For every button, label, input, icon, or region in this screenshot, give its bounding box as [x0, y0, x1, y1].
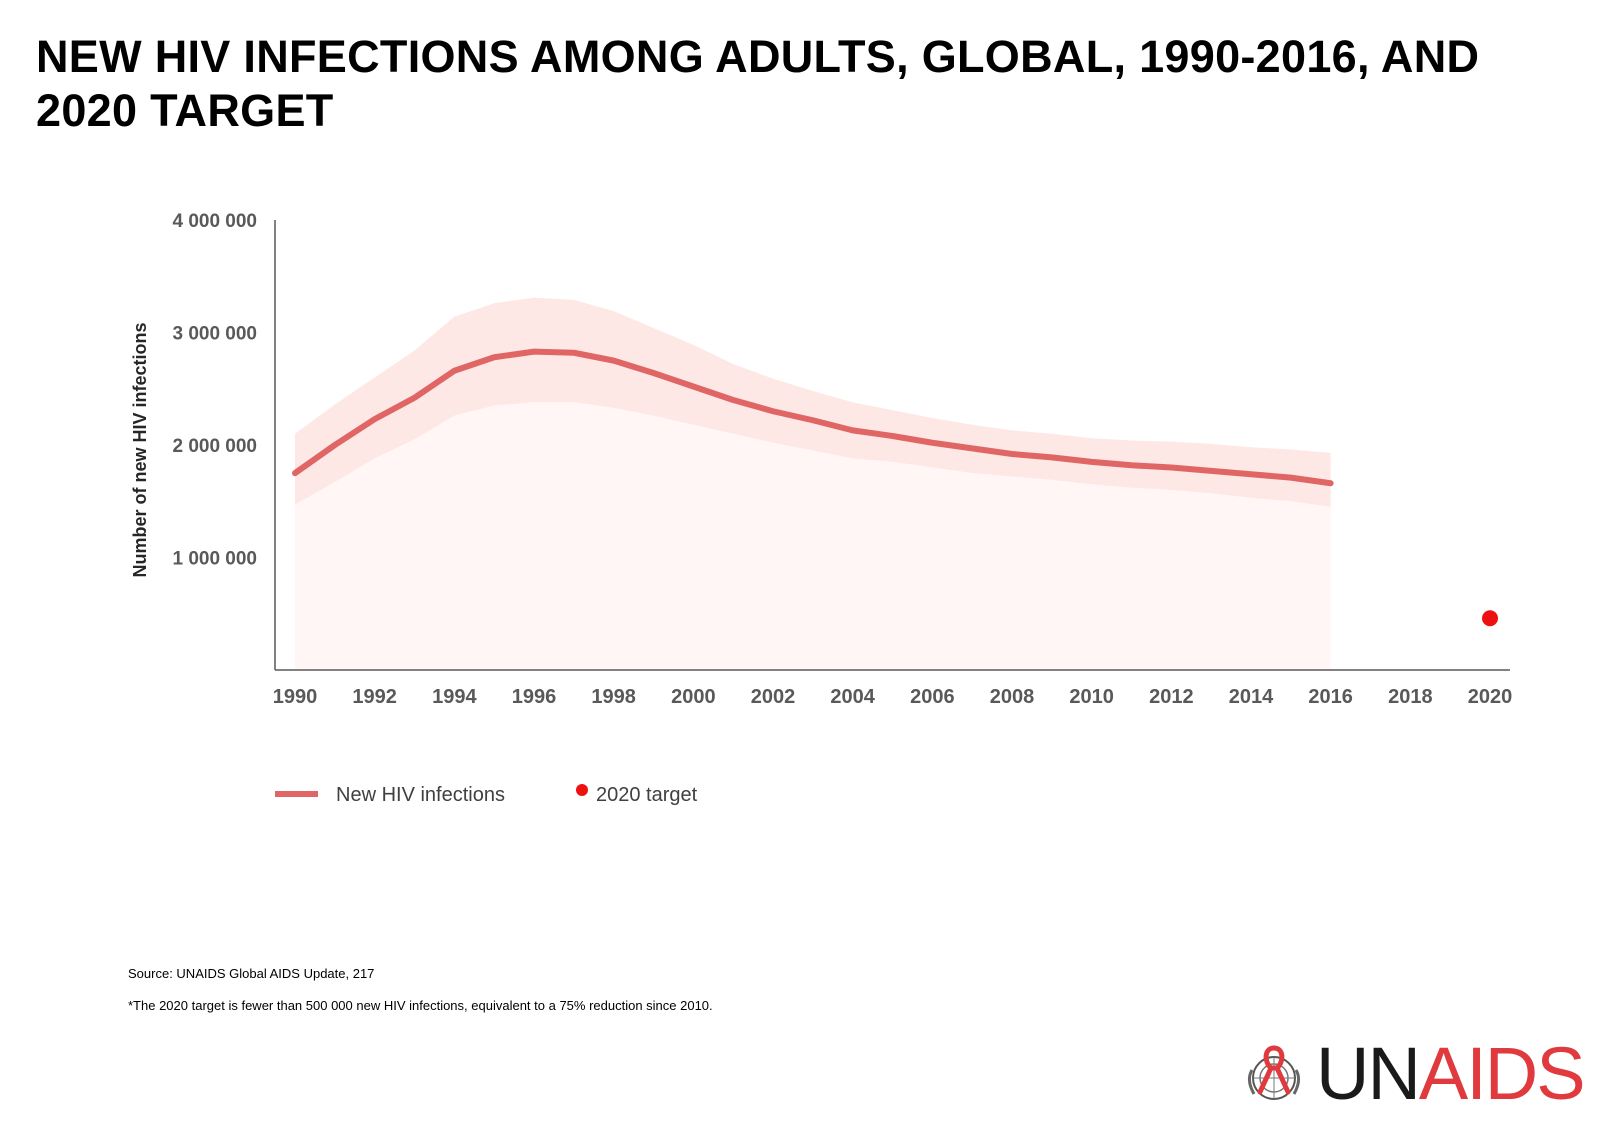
x-tick-label-1998: 1998 — [591, 686, 636, 708]
data-point-1993 — [414, 397, 415, 399]
x-tick-label-2012: 2012 — [1149, 686, 1194, 708]
legend-label-new-hiv-infections: New HIV infections — [336, 784, 505, 806]
data-point-2014 — [1250, 473, 1252, 475]
y-tick-label-2000000: 2 000 000 — [172, 436, 257, 457]
footnote: *The 2020 target is fewer than 500 000 n… — [128, 998, 713, 1013]
data-point-2008 — [1011, 453, 1013, 455]
data-point-2004 — [852, 429, 854, 431]
x-tick-label-2004: 2004 — [830, 686, 875, 708]
y-tick-label-1000000: 1 000 000 — [172, 549, 257, 570]
y-axis-label: Number of new HIV infections — [130, 322, 150, 577]
data-point-2000 — [692, 386, 694, 387]
data-point-2020-target — [1482, 610, 1498, 627]
x-tick-label-1992: 1992 — [352, 686, 397, 708]
data-point-2012 — [1170, 467, 1172, 468]
x-tick-label-1994: 1994 — [432, 686, 477, 708]
axes — [274, 220, 1510, 671]
x-tick-label-1990: 1990 — [273, 686, 318, 708]
x-tick-label-2020: 2020 — [1468, 686, 1513, 708]
x-tick-label-2000: 2000 — [671, 686, 716, 708]
x-tick-label-2002: 2002 — [751, 686, 796, 708]
data-point-1994 — [453, 370, 455, 372]
x-tick-label-1996: 1996 — [512, 686, 557, 708]
data-point-2009 — [1051, 456, 1053, 458]
data-point-2001 — [732, 399, 734, 401]
tick-labels: 1990 1992 1994 1996 1998 2000 2002 2004 2006 2008… — [172, 211, 1512, 708]
unaids-logo: UNAIDS — [1240, 1036, 1586, 1112]
data-point-2016 — [1330, 482, 1332, 484]
legend-swatch-2020-target — [576, 784, 588, 796]
data-point-2007 — [971, 447, 973, 449]
x-tick-label-2006: 2006 — [910, 686, 955, 708]
band-lower-wash — [295, 402, 1331, 670]
data-point-1991 — [334, 444, 336, 446]
data-point-2002 — [772, 410, 774, 412]
data-point-2005 — [892, 435, 893, 437]
data-point-1995 — [493, 356, 495, 358]
data-point-2010 — [1091, 461, 1093, 463]
data-point-2003 — [812, 419, 814, 421]
logo-wordmark: UNAIDS — [1316, 1032, 1586, 1115]
chart-title: NEW HIV INFECTIONS AMONG ADULTS, GLOBAL,… — [36, 31, 1480, 136]
x-tick-label-2018: 2018 — [1388, 686, 1433, 708]
legend: New HIV infections 2020 target — [275, 784, 698, 806]
data-point-1997 — [573, 352, 575, 354]
data-point-1999 — [653, 372, 654, 374]
data-point-1992 — [374, 418, 376, 420]
confidence-band-layer — [295, 297, 1331, 670]
data-point-2006 — [931, 442, 933, 444]
data-point-2013 — [1210, 470, 1212, 472]
x-tick-label-2008: 2008 — [990, 686, 1035, 708]
y-tick-label-4000000: 4 000 000 — [172, 211, 257, 232]
data-point-1996 — [533, 351, 535, 353]
legend-label-2020-target: 2020 target — [596, 784, 698, 806]
data-point-2015 — [1290, 477, 1292, 479]
data-point-1998 — [613, 360, 615, 362]
un-emblem-red-ribbon-icon — [1247, 1045, 1301, 1100]
x-tick-label-2016: 2016 — [1308, 686, 1353, 708]
source-note: Source: UNAIDS Global AIDS Update, 217 — [128, 966, 375, 981]
x-tick-label-2010: 2010 — [1069, 686, 1114, 708]
data-point-1990 — [294, 472, 296, 474]
series-layer — [292, 348, 1498, 627]
data-point-2011 — [1131, 464, 1132, 466]
x-tick-label-2014: 2014 — [1229, 686, 1274, 708]
y-tick-label-3000000: 3 000 000 — [172, 324, 257, 345]
